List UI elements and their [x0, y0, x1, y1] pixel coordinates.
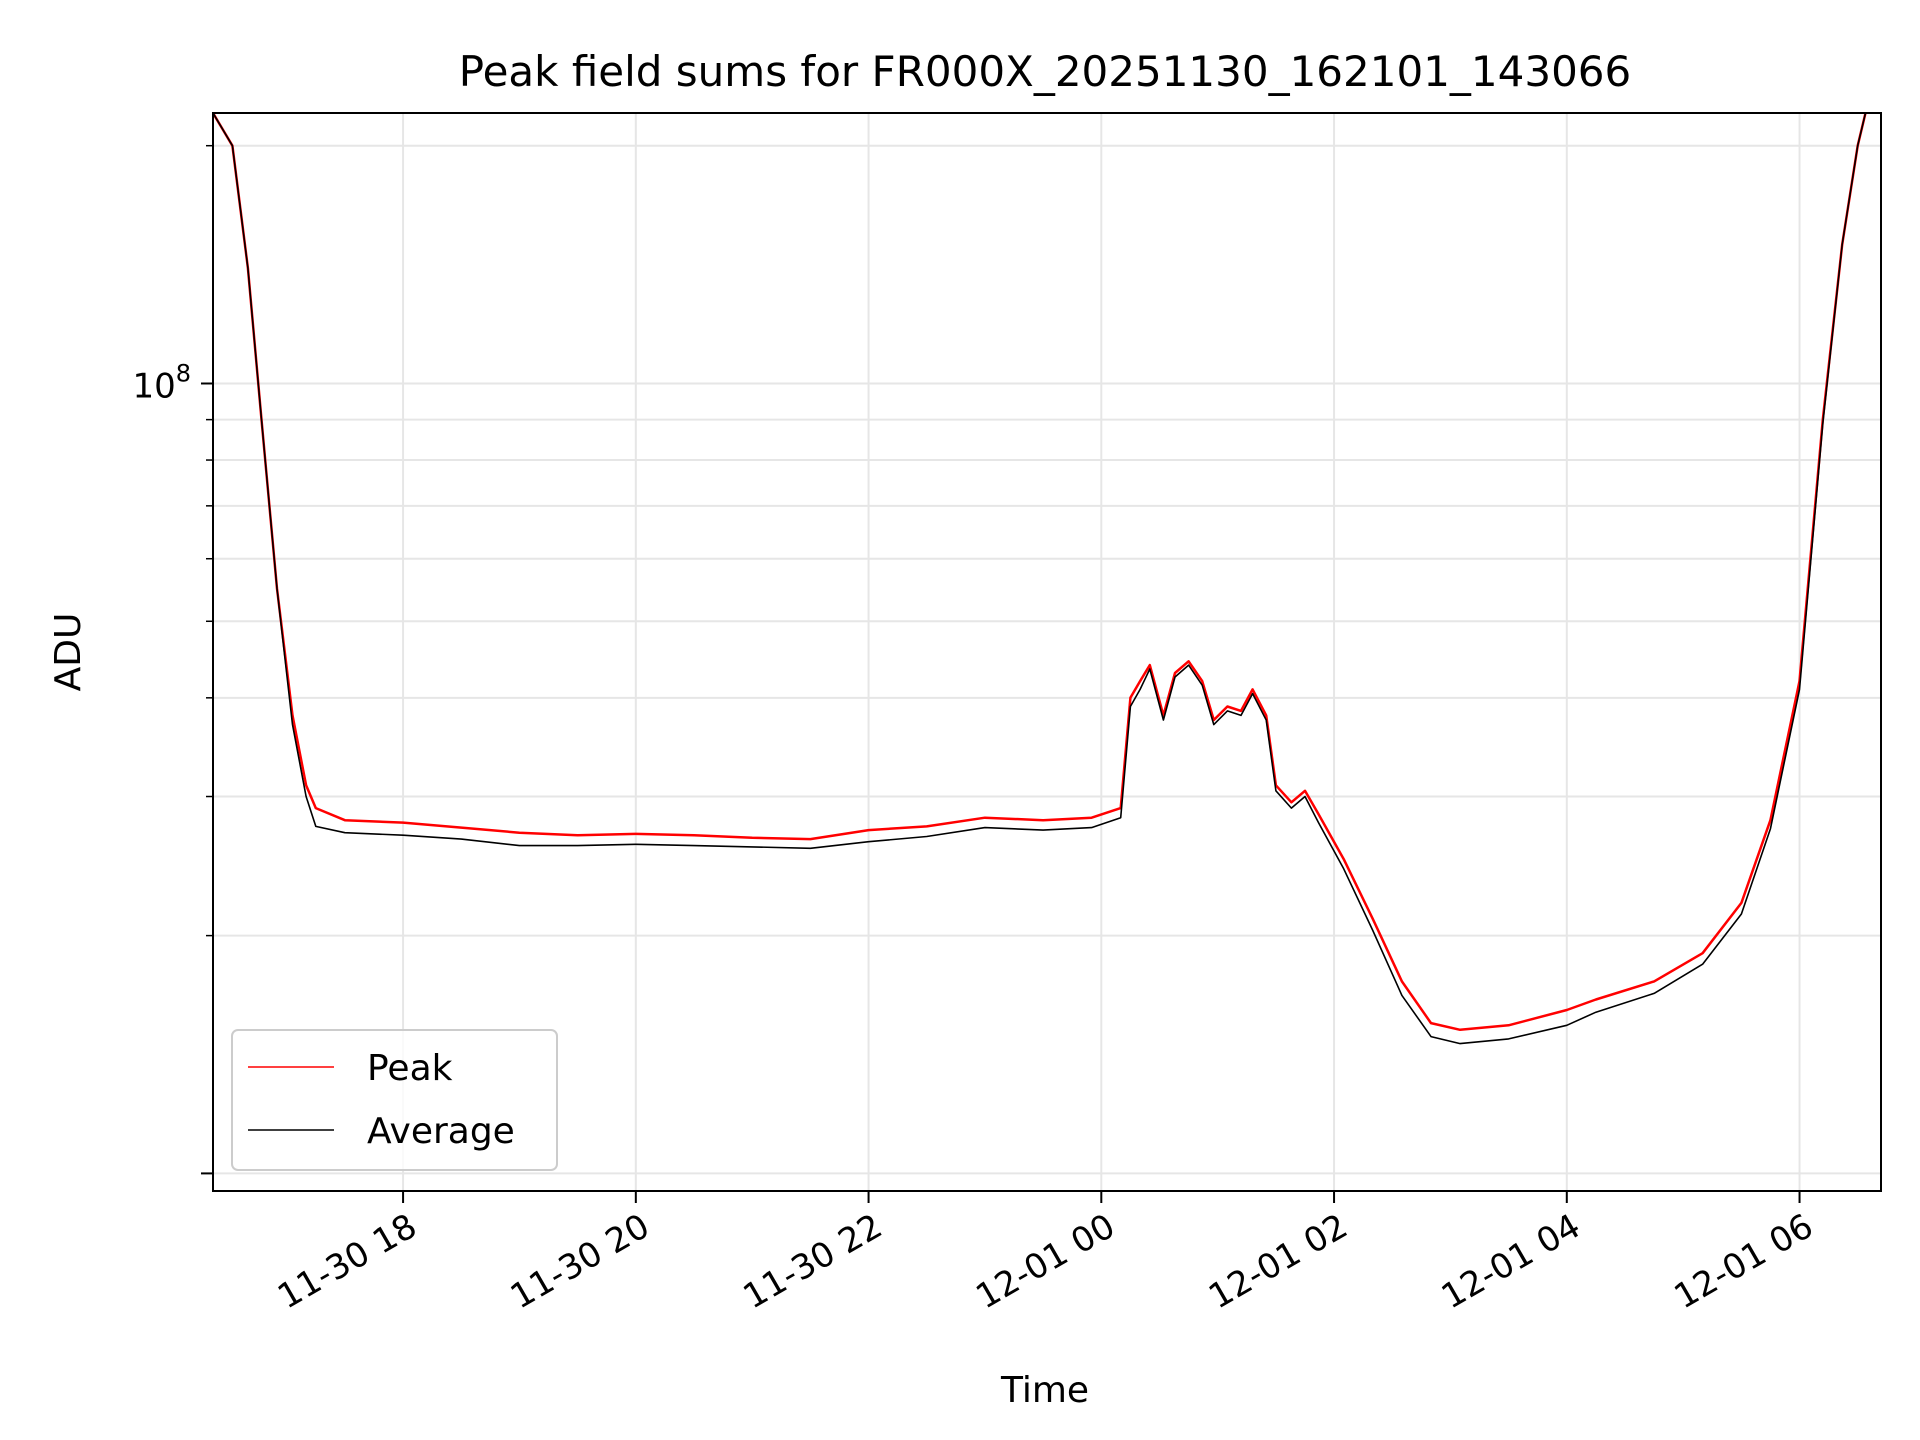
legend-label-average: Average [367, 1111, 515, 1152]
series-layer [213, 113, 1867, 1045]
legend: Peak Average [231, 1029, 558, 1171]
legend-label-peak: Peak [367, 1048, 453, 1089]
grid [213, 113, 1881, 1191]
legend-box [231, 1029, 558, 1171]
x-axis-label: Time [1000, 1370, 1089, 1411]
chart-title: Peak field sums for FR000X_20251130_1621… [459, 47, 1632, 96]
series-line-average [213, 113, 1867, 1045]
series-line-peak [213, 113, 1867, 1032]
y-tick-label-exponent: 8 [176, 359, 191, 387]
y-tick-label-base: 10 [132, 366, 175, 406]
y-axis-ticks: 108 [132, 144, 213, 1175]
y-axis-label: ADU [48, 613, 89, 692]
y-tick-label: 108 [132, 359, 191, 406]
plot-frame [212, 112, 1882, 1192]
